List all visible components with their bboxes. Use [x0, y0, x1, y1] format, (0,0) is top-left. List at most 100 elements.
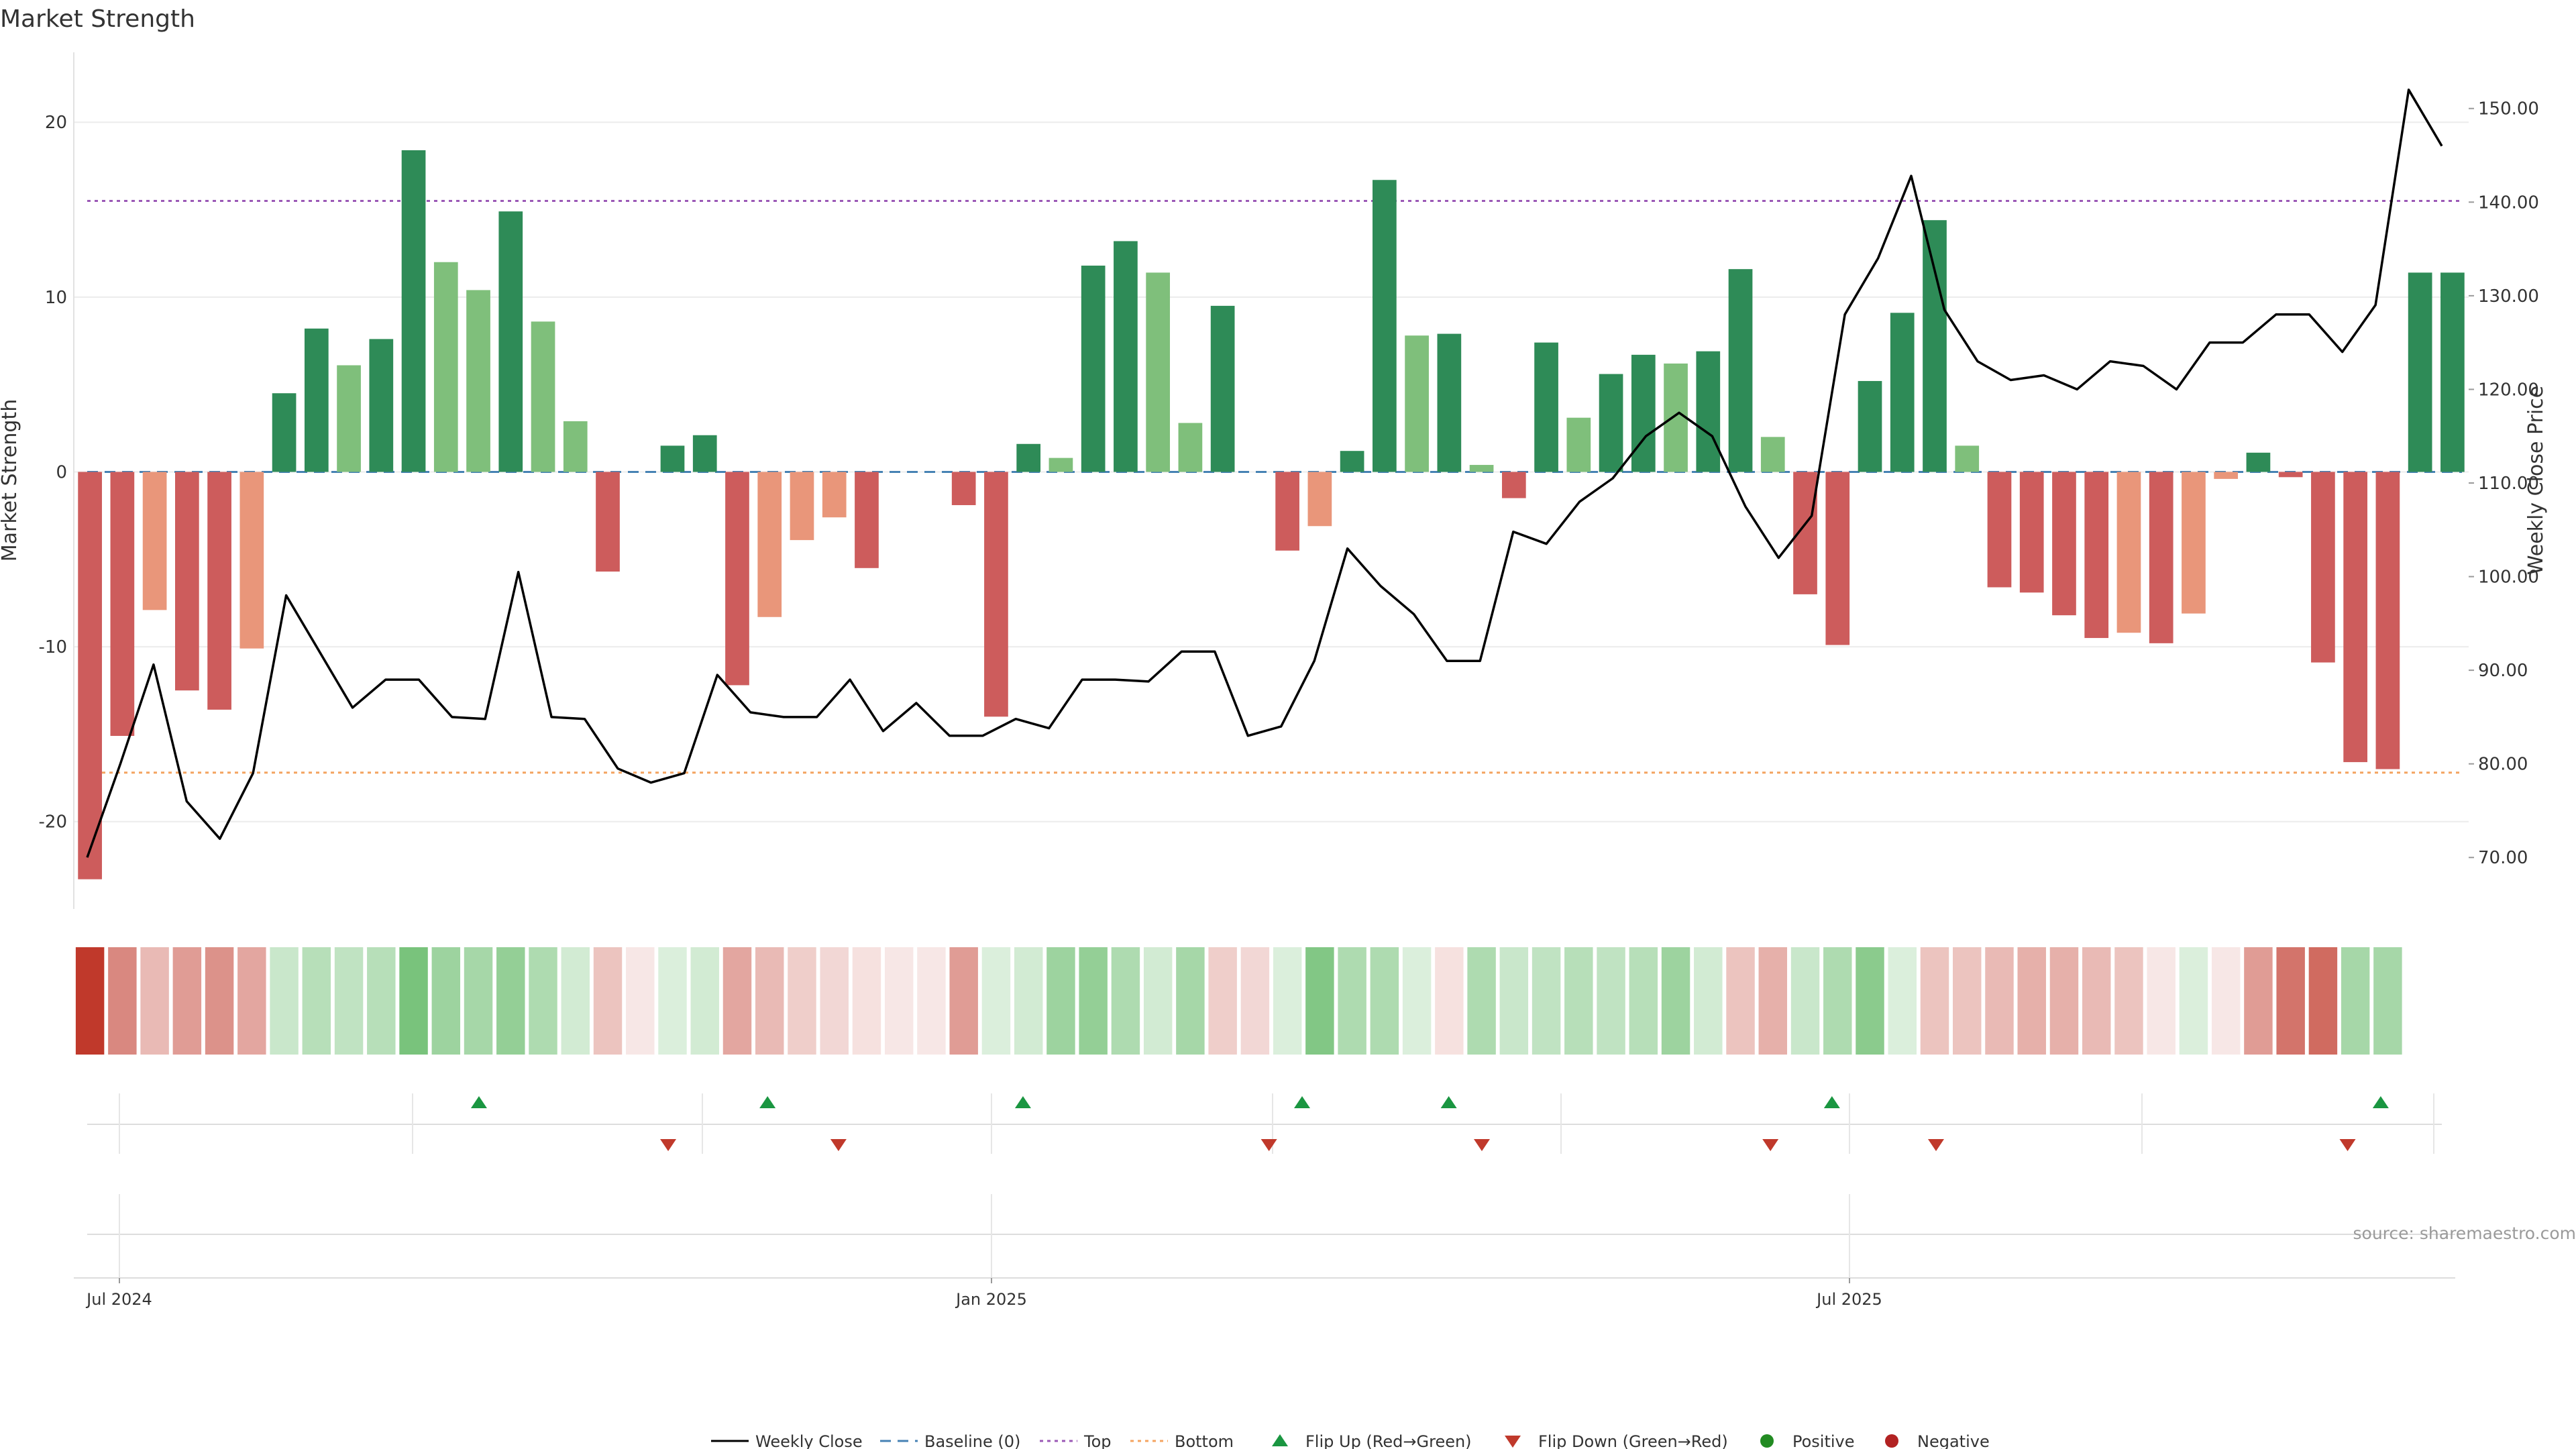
- heat-cell: [1240, 947, 1270, 1055]
- strength-bar: [1340, 451, 1364, 472]
- weekly-close-line: [86, 89, 2443, 858]
- right-tick-label: 130.00: [2478, 286, 2539, 307]
- heat-cell: [981, 947, 1011, 1055]
- heat-cell: [1014, 947, 1043, 1055]
- heat-cell: [1208, 947, 1237, 1055]
- heat-cell: [172, 947, 202, 1055]
- flip-up-marker: [759, 1096, 776, 1108]
- heat-cell: [1661, 947, 1690, 1055]
- strength-bar: [1923, 220, 1947, 472]
- flip-up-marker: [2372, 1096, 2389, 1108]
- strength-bar: [1631, 354, 1656, 472]
- heat-cell: [1435, 947, 1464, 1055]
- flip-up-marker: [470, 1096, 487, 1108]
- left-tick-label: 0: [56, 462, 67, 482]
- strength-bar: [498, 211, 523, 472]
- x-tick-label: Jul 2025: [1815, 1290, 1882, 1309]
- heat-cell: [1079, 947, 1108, 1055]
- strength-bar: [2408, 272, 2432, 472]
- strength-bar: [2084, 472, 2109, 639]
- flip-down-marker: [2339, 1139, 2356, 1151]
- right-tick-label: 80.00: [2478, 755, 2528, 775]
- heat-cell: [1758, 947, 1787, 1055]
- heat-cell: [2179, 947, 2208, 1055]
- strength-bar: [790, 472, 814, 541]
- x-axis-ticks: Jul 2024 Jan 2025 Jul 2025: [85, 1278, 1882, 1309]
- heat-cell: [1467, 947, 1496, 1055]
- strength-bar: [1081, 265, 1106, 472]
- heat-cell: [690, 947, 719, 1055]
- heat-cell: [2341, 947, 2370, 1055]
- right-tick-label: 110.00: [2478, 474, 2539, 494]
- heat-cell: [626, 947, 655, 1055]
- strength-bar: [1016, 443, 1041, 472]
- strength-bar: [2182, 472, 2206, 614]
- heat-cell: [2276, 947, 2305, 1055]
- heat-cell: [1143, 947, 1173, 1055]
- heat-cell: [140, 947, 169, 1055]
- flip-down-marker: [830, 1139, 847, 1151]
- strength-bar: [1696, 351, 1721, 472]
- left-axis-label: Market Strength: [0, 399, 21, 561]
- strength-bar: [401, 150, 426, 472]
- x-tick-label: Jul 2024: [85, 1290, 152, 1309]
- heat-cell: [1790, 947, 1820, 1055]
- heat-cell: [205, 947, 234, 1055]
- heat-cell: [1985, 947, 2014, 1055]
- legend-negative-swatch: [1885, 1434, 1898, 1448]
- heat-cell: [884, 947, 914, 1055]
- flip-down-marker: [1260, 1139, 1277, 1151]
- flip-events-panel: [87, 1093, 2442, 1154]
- legend-label: Flip Down (Green→Red): [1538, 1432, 1728, 1449]
- heat-cell: [2373, 947, 2402, 1055]
- chart-title: Market Strength: [0, 5, 195, 33]
- heat-cell: [302, 947, 331, 1055]
- strength-bar: [2278, 472, 2303, 478]
- heat-cell: [1305, 947, 1334, 1055]
- legend-label: Bottom: [1175, 1432, 1234, 1449]
- strength-bar: [272, 393, 297, 472]
- legend-label: Flip Up (Red→Green): [1305, 1432, 1472, 1449]
- heat-cell: [2114, 947, 2143, 1055]
- flip-up-marker: [1014, 1096, 1031, 1108]
- legend-positive-swatch: [1760, 1434, 1774, 1448]
- heat-cell: [820, 947, 849, 1055]
- right-axis-label: Weekly Close Price: [2524, 386, 2548, 575]
- flip-down-marker: [1927, 1139, 1944, 1151]
- heat-cell: [852, 947, 881, 1055]
- strength-bar: [110, 472, 135, 736]
- strength-bar: [725, 472, 749, 686]
- strength-bar: [563, 421, 588, 472]
- strength-bar: [1728, 269, 1753, 472]
- strength-bar: [1890, 313, 1915, 472]
- heat-cell: [2244, 947, 2273, 1055]
- strength-bar: [1858, 380, 1882, 472]
- strength-bar: [207, 472, 231, 710]
- heat-cell: [75, 947, 105, 1055]
- x-tick-label: Jan 2025: [955, 1290, 1027, 1309]
- strength-bar: [1987, 472, 2012, 588]
- legend-flip-down-swatch: [1505, 1436, 1521, 1448]
- left-tick-label: 20: [45, 113, 67, 133]
- right-tick-label: 120.00: [2478, 380, 2539, 400]
- heat-cell: [1273, 947, 1302, 1055]
- heat-cell: [1920, 947, 1949, 1055]
- strength-bar: [1501, 472, 1526, 498]
- strength-bar: [822, 472, 847, 518]
- strength-bar: [1114, 241, 1138, 472]
- strength-bar: [337, 365, 361, 472]
- heat-cell: [270, 947, 299, 1055]
- strength-bar: [984, 472, 1008, 717]
- heat-cell: [593, 947, 623, 1055]
- strength-bar: [78, 472, 102, 879]
- strength-bar: [2116, 472, 2141, 633]
- bottom-panel: [74, 1194, 2455, 1279]
- heat-cell: [2017, 947, 2046, 1055]
- flip-down-marker: [1473, 1139, 1490, 1151]
- heat-cell: [1629, 947, 1658, 1055]
- heat-cell: [1564, 947, 1593, 1055]
- heat-cell: [1888, 947, 1917, 1055]
- strength-bar: [2440, 272, 2465, 472]
- heat-cell: [1597, 947, 1625, 1055]
